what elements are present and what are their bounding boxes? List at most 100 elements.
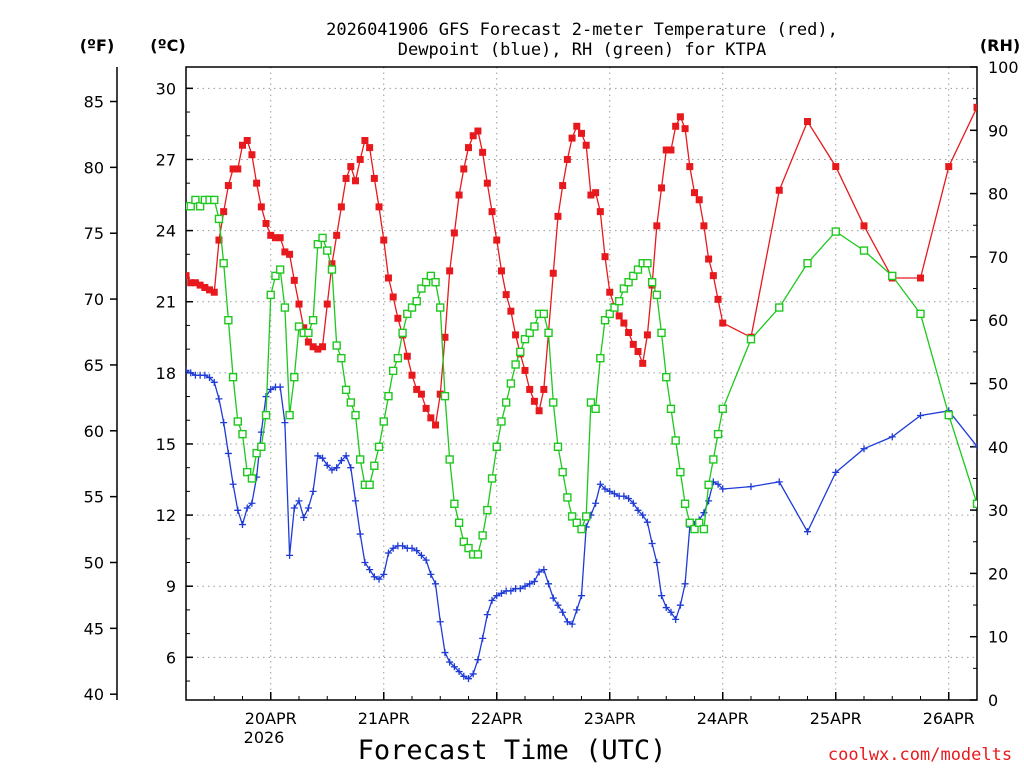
celsius-axis: 6 9 12 15 18 21 24 27 30 bbox=[156, 79, 193, 682]
celsius-tick-label: 9 bbox=[166, 577, 176, 596]
temperature-point bbox=[361, 136, 369, 144]
temperature-point bbox=[304, 338, 312, 346]
rh-point bbox=[643, 259, 652, 268]
dewpoint-point bbox=[540, 566, 548, 574]
rh-point bbox=[219, 259, 228, 268]
rh-point bbox=[280, 303, 290, 312]
rh-point bbox=[544, 328, 553, 338]
dewpoint-point bbox=[493, 592, 501, 600]
dewpoint-point bbox=[1002, 483, 1009, 490]
rh-point bbox=[210, 195, 219, 205]
rh-point bbox=[916, 309, 925, 319]
dewpoint-point bbox=[634, 506, 642, 514]
dewpoint-point bbox=[676, 601, 684, 609]
temperature-point bbox=[719, 319, 727, 327]
temperature-point bbox=[319, 343, 327, 351]
rh-point bbox=[972, 499, 977, 508]
rh-point bbox=[393, 353, 403, 363]
rh-point bbox=[450, 499, 459, 508]
rh-point bbox=[398, 328, 407, 338]
temperature-point bbox=[653, 222, 661, 230]
rh-point bbox=[704, 480, 713, 489]
dewpoint-point bbox=[375, 575, 383, 583]
temperature-point bbox=[450, 229, 458, 237]
temperature-point bbox=[389, 293, 397, 301]
temperature-point bbox=[187, 279, 195, 287]
temperature-point bbox=[620, 319, 628, 327]
temperature-point bbox=[446, 267, 454, 275]
dewpoint-point bbox=[399, 542, 407, 550]
dewpoint-point bbox=[286, 551, 294, 559]
temperature-point bbox=[474, 127, 482, 135]
temperature-point bbox=[333, 231, 341, 239]
rh-point bbox=[506, 379, 516, 388]
time-tick-label: 22APR bbox=[471, 709, 523, 728]
dewpoint-point bbox=[304, 504, 312, 512]
dewpoint-point bbox=[747, 483, 755, 491]
temperature-point bbox=[582, 141, 590, 149]
temperature-point bbox=[488, 208, 496, 216]
temperature-point bbox=[643, 331, 651, 339]
dewpoint-point bbox=[432, 580, 440, 588]
temperature-point bbox=[262, 219, 270, 227]
dewpoint-point bbox=[578, 592, 585, 600]
temperature-point bbox=[215, 236, 223, 244]
dewpoint-point bbox=[860, 445, 868, 453]
dewpoint-point bbox=[323, 461, 331, 469]
dewpoint-point bbox=[427, 570, 435, 578]
dewpoint-point bbox=[714, 480, 722, 488]
rh-point bbox=[652, 290, 662, 300]
rh-point bbox=[497, 417, 506, 426]
dewpoint-point bbox=[606, 487, 614, 495]
temperature-point bbox=[206, 286, 214, 294]
dewpoint-point bbox=[554, 601, 562, 609]
temperature-point bbox=[832, 163, 840, 171]
temperature-point bbox=[917, 274, 924, 282]
dewpoint-point bbox=[658, 592, 666, 600]
temperature-point bbox=[493, 236, 501, 244]
dewpoint-point bbox=[370, 573, 378, 581]
dewpoint-point bbox=[535, 568, 543, 576]
fahrenheit-tick-label: 45 bbox=[84, 619, 104, 638]
dewpoint-point bbox=[413, 547, 421, 555]
temperature-point bbox=[540, 385, 548, 393]
dewpoint-point bbox=[596, 480, 604, 488]
temperature-point bbox=[337, 203, 345, 211]
rh-point bbox=[440, 391, 450, 401]
dewpoint-point bbox=[648, 540, 656, 548]
dewpoint-point bbox=[417, 551, 425, 559]
temperature-point bbox=[502, 291, 510, 299]
rh-point bbox=[290, 372, 299, 382]
rh-point bbox=[610, 303, 619, 312]
temperature-point bbox=[276, 234, 284, 242]
rh-point bbox=[671, 436, 680, 445]
temperature-point bbox=[512, 331, 520, 339]
dewpoint-point bbox=[436, 618, 444, 626]
rh-tick-label: 70 bbox=[988, 248, 1008, 267]
temperature-point bbox=[973, 103, 977, 111]
rh-point bbox=[591, 404, 600, 414]
temperature-point bbox=[945, 163, 953, 171]
dewpoint-point bbox=[356, 530, 364, 538]
rh-point bbox=[553, 442, 563, 451]
time-tick-label: 24APR bbox=[697, 709, 749, 728]
dewpoint-point bbox=[384, 549, 392, 557]
dewpoint-point bbox=[347, 464, 355, 472]
temperature-point bbox=[573, 122, 581, 130]
dewpoint-point bbox=[620, 492, 628, 500]
rh-point bbox=[713, 429, 723, 439]
temperature-point bbox=[465, 144, 472, 152]
dewpoint-point bbox=[248, 499, 256, 507]
temperature-point bbox=[356, 155, 364, 163]
dewpoint-point bbox=[319, 454, 327, 462]
celsius-tick-label: 12 bbox=[156, 506, 176, 525]
dewpoint-point bbox=[662, 604, 670, 612]
rh-point bbox=[492, 442, 501, 451]
temperature-point bbox=[295, 300, 303, 308]
temperature-point bbox=[554, 212, 562, 220]
dewpoint-point bbox=[530, 577, 538, 585]
dewpoint-point bbox=[337, 457, 345, 465]
temperature-point bbox=[578, 129, 585, 137]
celsius-tick-label: 30 bbox=[156, 79, 176, 98]
rh-point bbox=[327, 265, 337, 274]
